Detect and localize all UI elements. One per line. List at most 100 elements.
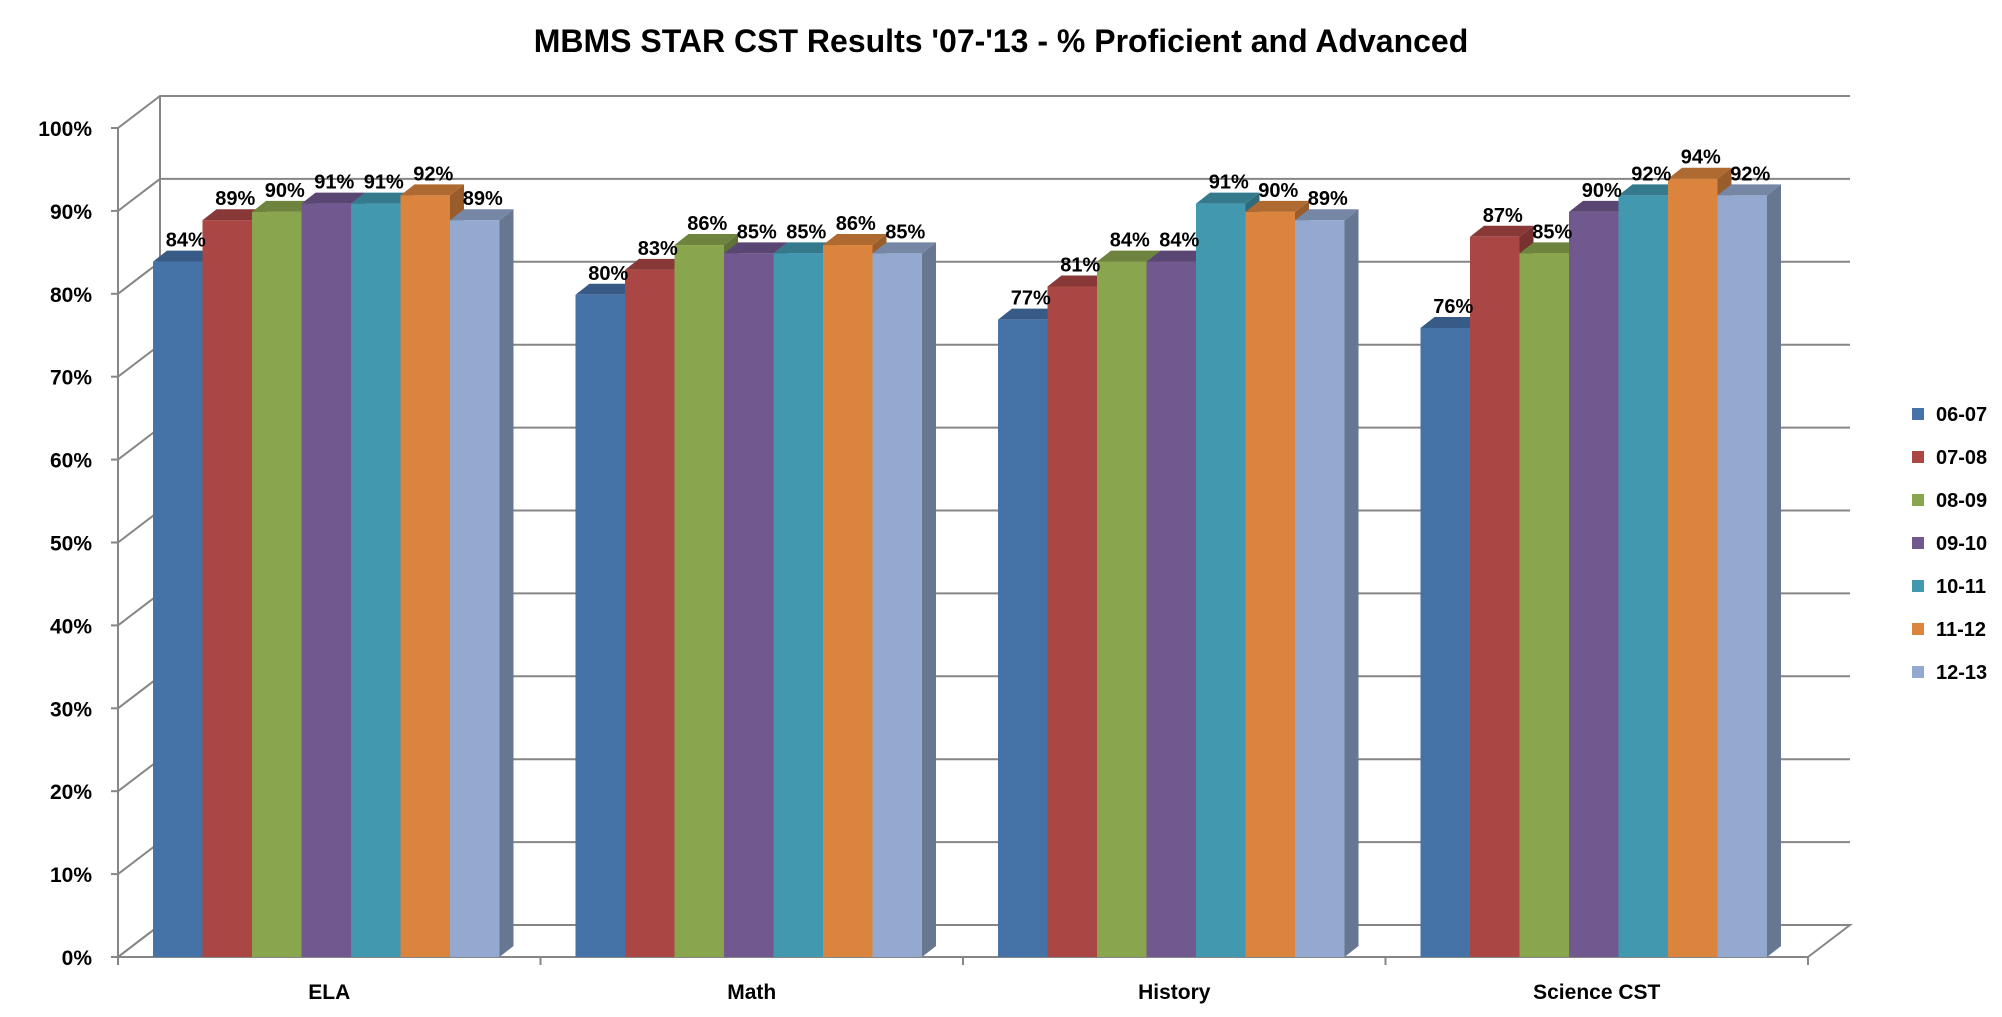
bar-front xyxy=(450,220,500,957)
x-tick-label: ELA xyxy=(308,981,350,1004)
bar xyxy=(872,242,936,958)
bar-front xyxy=(1717,195,1767,957)
data-label: 92% xyxy=(413,163,453,185)
bar-front xyxy=(202,220,252,957)
data-label: 90% xyxy=(1258,180,1298,202)
bar-top xyxy=(1097,250,1161,262)
data-labels: 84% 89% 90% 91% 91% 92% 89% 80% 83% 86% 85% 85% 86% 8… xyxy=(166,147,1771,318)
bar-top xyxy=(872,242,936,254)
bar-front xyxy=(1470,236,1520,957)
bar-top xyxy=(1470,225,1534,237)
bar-top xyxy=(674,234,738,246)
y-tick-label: 80% xyxy=(50,284,92,307)
legend-item: 08-09 xyxy=(1912,490,1987,512)
bar-top xyxy=(1295,209,1359,221)
legend-label: 12-13 xyxy=(1936,662,1987,684)
bar-front xyxy=(1519,253,1569,958)
gridline xyxy=(117,95,1850,129)
bar-top xyxy=(575,283,639,295)
bar-top xyxy=(625,258,689,270)
data-label: 76% xyxy=(1433,296,1473,318)
y-tick-label: 40% xyxy=(50,615,92,638)
legend-item: 06-07 xyxy=(1912,404,1987,426)
legend-item: 09-10 xyxy=(1912,533,1987,555)
bar-top xyxy=(1717,184,1781,196)
bar-front xyxy=(400,195,450,957)
bar-front xyxy=(252,211,302,957)
legend-swatch xyxy=(1912,580,1924,592)
data-label: 86% xyxy=(836,213,876,235)
data-label: 89% xyxy=(463,188,503,210)
legend-label: 10-11 xyxy=(1936,576,1986,598)
chart-title: MBMS STAR CST Results '07-'13 - % Profic… xyxy=(534,23,1469,59)
bar-side xyxy=(922,242,936,958)
bar-side xyxy=(1344,209,1359,957)
data-label: 89% xyxy=(1308,188,1348,210)
data-label: 85% xyxy=(737,221,777,243)
bar-front xyxy=(1196,203,1246,958)
legend-label: 08-09 xyxy=(1936,490,1987,512)
bar-top xyxy=(301,192,365,204)
y-tick-label: 70% xyxy=(50,367,92,390)
bar-front xyxy=(773,253,823,958)
legend-item: 07-08 xyxy=(1912,447,1987,469)
legend-swatch xyxy=(1912,537,1924,549)
legend-item: 12-13 xyxy=(1912,662,1987,684)
bar-front xyxy=(872,253,922,958)
y-tick-label: 10% xyxy=(50,864,92,887)
legend-label: 11-12 xyxy=(1936,619,1986,641)
y-tick-label: 20% xyxy=(50,781,92,804)
bar-front xyxy=(1146,261,1196,957)
legend-label: 07-08 xyxy=(1936,447,1987,469)
x-axis: ELA Math History Science CST xyxy=(117,956,1809,1004)
bar-top xyxy=(1146,250,1210,262)
legend-label: 06-07 xyxy=(1936,404,1987,426)
data-label: 84% xyxy=(1159,230,1199,252)
bar-top xyxy=(153,250,217,262)
bar-side xyxy=(1767,184,1781,957)
data-label: 85% xyxy=(786,221,826,243)
data-label: 91% xyxy=(364,172,404,194)
data-label: 92% xyxy=(1730,163,1770,185)
x-tick-label: Science CST xyxy=(1533,981,1660,1004)
bar-front xyxy=(674,245,724,957)
data-label: 90% xyxy=(265,180,305,202)
bar-front xyxy=(351,203,401,958)
data-label: 84% xyxy=(1110,230,1150,252)
bar-front xyxy=(1047,286,1097,957)
bar-front xyxy=(1420,327,1470,958)
bar-top xyxy=(1047,275,1111,287)
bar-top xyxy=(351,192,415,204)
data-label: 85% xyxy=(1532,221,1572,243)
data-label: 80% xyxy=(588,263,628,285)
legend: 06-07 07-08 08-09 09-10 10-11 11-12 12-13 xyxy=(1912,404,1987,684)
data-label: 89% xyxy=(215,188,255,210)
bar xyxy=(1717,184,1781,957)
bar-top xyxy=(1519,242,1583,254)
bar xyxy=(450,209,514,957)
data-label: 87% xyxy=(1483,205,1523,227)
data-label: 84% xyxy=(166,230,206,252)
bar-top xyxy=(1245,200,1309,212)
bar-top xyxy=(1668,167,1732,179)
data-label: 81% xyxy=(1060,255,1100,277)
bar-top xyxy=(823,234,887,246)
y-tick-label: 0% xyxy=(62,947,93,970)
y-tick-label: 100% xyxy=(38,118,92,141)
y-tick-label: 50% xyxy=(50,533,92,556)
bar-front xyxy=(575,294,625,957)
data-label: 83% xyxy=(638,238,678,260)
data-label: 94% xyxy=(1681,147,1721,169)
bar-front xyxy=(301,203,351,958)
data-label: 77% xyxy=(1011,288,1051,310)
data-label: 86% xyxy=(687,213,727,235)
bar-top xyxy=(1569,200,1633,212)
data-label: 91% xyxy=(314,172,354,194)
bar-front xyxy=(153,261,203,957)
y-tick-label: 30% xyxy=(50,698,92,721)
bar-top xyxy=(202,209,266,221)
data-label: 90% xyxy=(1582,180,1622,202)
bar-front xyxy=(998,319,1048,957)
bar-top xyxy=(1196,192,1260,204)
